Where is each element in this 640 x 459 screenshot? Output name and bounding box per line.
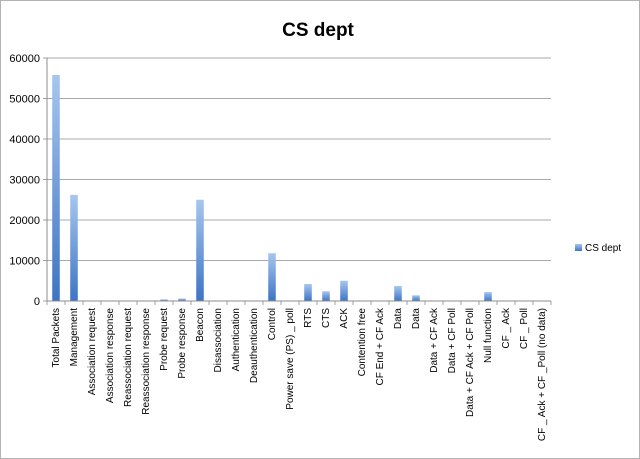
x-category-label: Power save (PS) _ poll: [285, 308, 296, 410]
x-category-label: Authentication: [231, 308, 242, 371]
x-category-label: Association response: [105, 308, 116, 403]
x-category-label: Reassociation request: [123, 308, 134, 407]
x-category-label: CF _ Poll: [519, 308, 530, 349]
x-category-label: Data: [411, 308, 422, 330]
x-category-label: Control: [267, 308, 278, 340]
bar: [322, 291, 330, 301]
y-tick-label: 60000: [9, 53, 40, 65]
bar: [70, 194, 78, 301]
x-category-label: CF _ Ack: [501, 307, 512, 349]
bars: [52, 75, 492, 301]
x-category-label: Deauthentication: [249, 308, 260, 383]
x-category-label: Probe request: [159, 308, 170, 371]
bar: [52, 75, 60, 301]
y-tick-label: 40000: [9, 134, 40, 146]
y-tick-label: 0: [34, 296, 40, 308]
x-category-label: ACK: [339, 308, 350, 329]
bar: [196, 199, 204, 301]
x-category-label: Total Packets: [51, 308, 62, 367]
x-category-label: Management: [69, 308, 80, 367]
bar: [484, 292, 492, 301]
bar: [412, 295, 420, 301]
y-tick-label: 10000: [9, 256, 40, 268]
x-category-label: Null function: [483, 308, 494, 363]
x-category-label: Reassociation response: [141, 308, 152, 415]
legend-swatch: [575, 244, 582, 251]
bar: [178, 298, 186, 301]
x-category-label: CF _ Ack + CF _Poll (no data): [537, 308, 548, 441]
x-category-label: Data + CF Ack + CF Poll: [465, 308, 476, 417]
x-category-label: Disassociation: [213, 308, 224, 372]
y-tick-label: 30000: [9, 175, 40, 187]
axes: [46, 58, 552, 305]
y-tick-label: 20000: [9, 215, 40, 227]
x-category-label: Beacon: [195, 308, 206, 342]
y-tick-label: 50000: [9, 94, 40, 106]
bar: [268, 253, 276, 301]
x-category-label: Data: [393, 308, 404, 330]
bar: [394, 286, 402, 301]
chart-title: CS dept: [282, 20, 354, 41]
x-category-label: Contention free: [357, 308, 368, 377]
x-category-label: Association request: [87, 308, 98, 395]
legend-label: CS dept: [585, 243, 621, 254]
x-category-label: RTS: [303, 308, 314, 328]
x-category-label: CTS: [321, 308, 332, 328]
y-axis-ticks: 0 10000 20000 30000 40000 50000 60000: [9, 53, 47, 308]
x-category-label: Data + CF Poll: [447, 308, 458, 373]
bar: [160, 299, 168, 301]
x-category-label: Data + CF Ack: [429, 307, 440, 373]
bar: [340, 280, 348, 301]
x-axis-categories: Total Packets Management Association reque…: [51, 307, 548, 441]
bar: [304, 283, 312, 301]
legend: CS dept: [575, 243, 621, 254]
x-category-label: Probe response: [177, 308, 188, 379]
x-category-label: CF End + CF Ack: [375, 307, 386, 386]
